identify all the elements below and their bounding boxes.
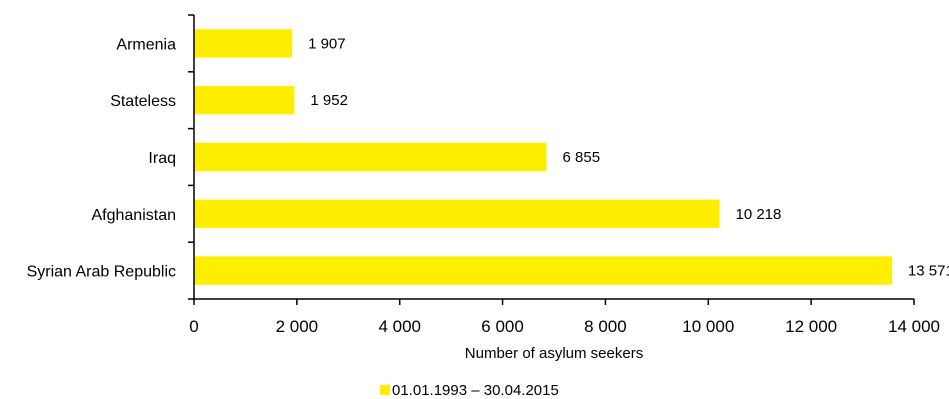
bar-afghanistan — [194, 199, 720, 228]
bars-group — [194, 29, 892, 285]
category-label: Iraq — [148, 150, 176, 167]
x-tick-label: 12 000 — [785, 317, 837, 336]
x-tick-label: 2 000 — [276, 317, 319, 336]
data-labels-group: 1 907 1 952 6 855 10 218 13 571 — [308, 35, 949, 279]
legend-swatch — [380, 385, 390, 395]
bar-syrian-arab-republic — [194, 256, 892, 285]
x-tick-label: 0 — [189, 317, 198, 336]
x-tick-label: 10 000 — [682, 317, 734, 336]
x-tick-label: 4 000 — [378, 317, 421, 336]
data-label: 10 218 — [735, 206, 781, 223]
x-axis-title: Number of asylum seekers — [465, 345, 643, 362]
data-label: 1 952 — [310, 92, 348, 109]
data-label: 1 907 — [308, 35, 346, 52]
x-tick-label: 8 000 — [584, 317, 627, 336]
data-label: 6 855 — [563, 149, 601, 166]
category-label: Armenia — [116, 36, 176, 53]
category-label: Syrian Arab Republic — [27, 264, 176, 281]
legend: 01.01.1993 – 30.04.2015 — [380, 382, 559, 399]
bar-stateless — [194, 86, 295, 115]
category-label: Stateless — [110, 93, 176, 110]
category-labels-group: Armenia Stateless Iraq Afghanistan Syrian Ar… — [27, 36, 177, 280]
legend-label: 01.01.1993 – 30.04.2015 — [392, 382, 559, 399]
x-ticks-group: 0 2 000 4 000 6 000 8 000 10 000 12 000 14 000 — [189, 299, 940, 336]
x-tick-label: 14 000 — [888, 317, 940, 336]
bar-armenia — [194, 29, 293, 58]
x-tick-label: 6 000 — [481, 317, 524, 336]
data-label: 13 571 — [908, 263, 949, 280]
category-label: Afghanistan — [91, 207, 176, 224]
axes-group — [188, 14, 914, 300]
bar-iraq — [194, 142, 547, 172]
